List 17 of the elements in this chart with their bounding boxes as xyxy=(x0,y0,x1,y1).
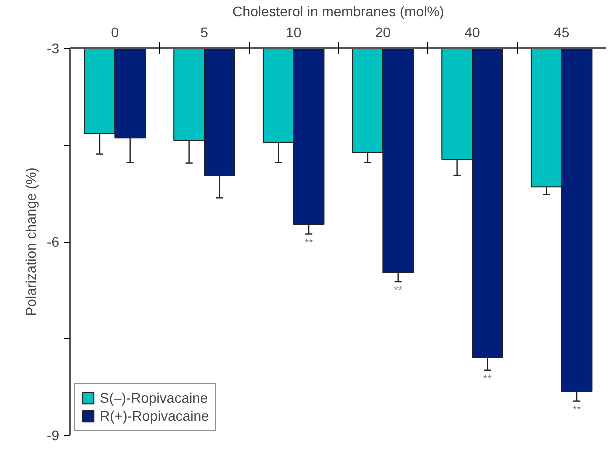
annotation: ** xyxy=(483,373,493,386)
annotation: ** xyxy=(572,404,582,416)
y-axis-title: Polarization change (%) xyxy=(23,168,40,316)
legend-label: R(+)-Ropivacaine xyxy=(100,408,210,424)
y-tick-label: -6 xyxy=(47,234,60,250)
x-tick-label: 40 xyxy=(464,24,480,40)
x-tick-label: 5 xyxy=(200,24,209,40)
x-tick-label: 20 xyxy=(375,24,392,40)
x-tick-label: 0 xyxy=(111,24,120,40)
x-tick-label: 10 xyxy=(286,24,302,40)
legend-label: S(–)-Ropivacaine xyxy=(100,390,208,406)
x-axis-title: Cholesterol in membranes (mol%) xyxy=(232,4,444,20)
y-tick-label: -9 xyxy=(47,428,60,444)
x-tick-label: 45 xyxy=(554,24,570,40)
y-tick-label: -3 xyxy=(47,40,60,56)
annotation: ** xyxy=(394,284,404,297)
annotation: ** xyxy=(304,237,314,250)
